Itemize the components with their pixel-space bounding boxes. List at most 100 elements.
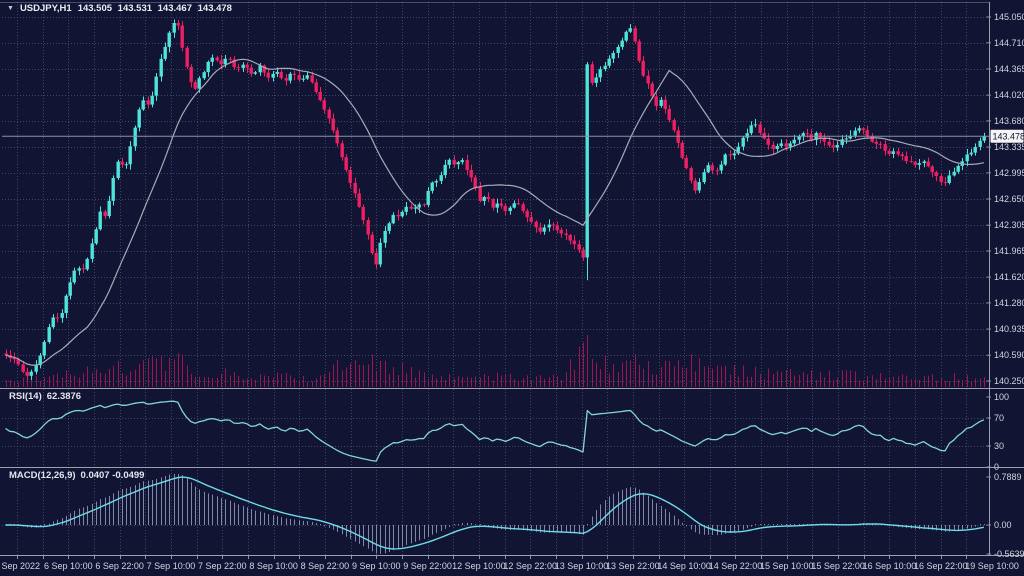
candle [486,192,490,203]
candle [491,198,495,211]
chevron-down-icon[interactable]: ▼ [7,5,14,12]
time-axis-label: 8 Sep 22:00 [301,561,350,571]
candle [301,75,305,82]
time-axis-label: 6 Sep 10:00 [44,561,93,571]
candle [215,55,219,62]
price-axis: 145.050 144.710 144.365 144.020 143.680 143.3… [986,12,1024,559]
candle [736,142,740,156]
candle [585,62,589,281]
current-price-tag: 143.478 [990,129,1024,143]
candle [943,177,947,187]
macd-signal-line [5,476,985,550]
candle [469,164,473,182]
candle [185,45,189,70]
candle [689,166,693,184]
candle [236,63,240,72]
candle [137,107,141,132]
candle [684,154,688,170]
candle [710,162,714,175]
price-axis-label: 141.965 [994,246,1024,256]
candle [680,140,684,160]
price-axis-label: 145.050 [994,12,1024,22]
candle [637,39,641,63]
candle [503,203,507,216]
time-axis-label: 19 Sep 10:00 [965,561,1019,571]
candle [305,72,309,80]
candle [443,159,447,179]
price-axis-label: 144.710 [994,38,1024,48]
time-axis-label: 15 Sep 10:00 [760,561,814,571]
time-axis-label: 12 Sep 10:00 [452,561,506,571]
candle [818,131,822,144]
candle [404,202,408,216]
candle [417,202,421,213]
candle [150,91,154,108]
candle [434,179,438,187]
candle [60,309,64,323]
symbol-period-label: USDJPY,H1 [19,3,72,14]
candle [641,55,645,78]
price-axis-label: 144.020 [994,90,1024,100]
candle [887,148,891,157]
price-axis-label: 141.280 [994,298,1024,308]
candle [762,127,766,140]
candle [335,127,339,148]
candle [831,140,835,153]
candle [628,24,632,33]
price-axis-label: 143.335 [994,142,1024,152]
candle [542,224,546,235]
candle [163,42,167,61]
candle [973,143,977,156]
candle [728,150,732,160]
candle [318,86,322,102]
candle [564,229,568,240]
candle [865,125,869,140]
candle [25,367,29,381]
candle [465,154,469,176]
candle [331,113,335,134]
candle [288,71,292,84]
rsi-axis-label: 70 [994,413,1004,423]
candle [387,221,391,234]
price-axis-label: 141.620 [994,272,1024,282]
price-axis-label: 144.365 [994,64,1024,74]
time-axis-label: 14 Sep 22:00 [709,561,763,571]
candle [29,369,33,381]
candle [939,173,943,186]
time-axis-label: 5 Sep 2022 [0,561,40,571]
candle [85,257,89,271]
ma-line [5,58,985,366]
candle [253,70,257,75]
time-axis-label: 15 Sep 22:00 [811,561,865,571]
candle [676,126,680,149]
candle [917,159,921,170]
candle [982,132,986,143]
candle [538,222,542,235]
candle [792,134,796,146]
candle [482,195,486,206]
candle [650,81,654,99]
time-axis-label: 14 Sep 10:00 [657,561,711,571]
candle [266,68,270,82]
candle [508,205,512,215]
macd-polyline [5,476,985,550]
time-axis-label: 13 Sep 22:00 [606,561,660,571]
candle [400,210,404,218]
candle [495,198,499,213]
macd-values: 0.0407 -0.0499 [80,470,145,481]
price-axis-label: 142.995 [994,168,1024,178]
time-axis: 5 Sep 2022 6 Sep 10:006 Sep 22:007 Sep 10… [0,556,1019,571]
candle [835,141,839,152]
candle [456,160,460,170]
time-axis-label: 16 Sep 22:00 [914,561,968,571]
candle [555,221,559,234]
candle [904,151,908,164]
candle [934,170,938,182]
ma-polyline [5,58,985,366]
candle [172,19,176,38]
candle [116,159,120,180]
candle [672,118,676,133]
candle [978,137,982,151]
candle [702,168,706,185]
